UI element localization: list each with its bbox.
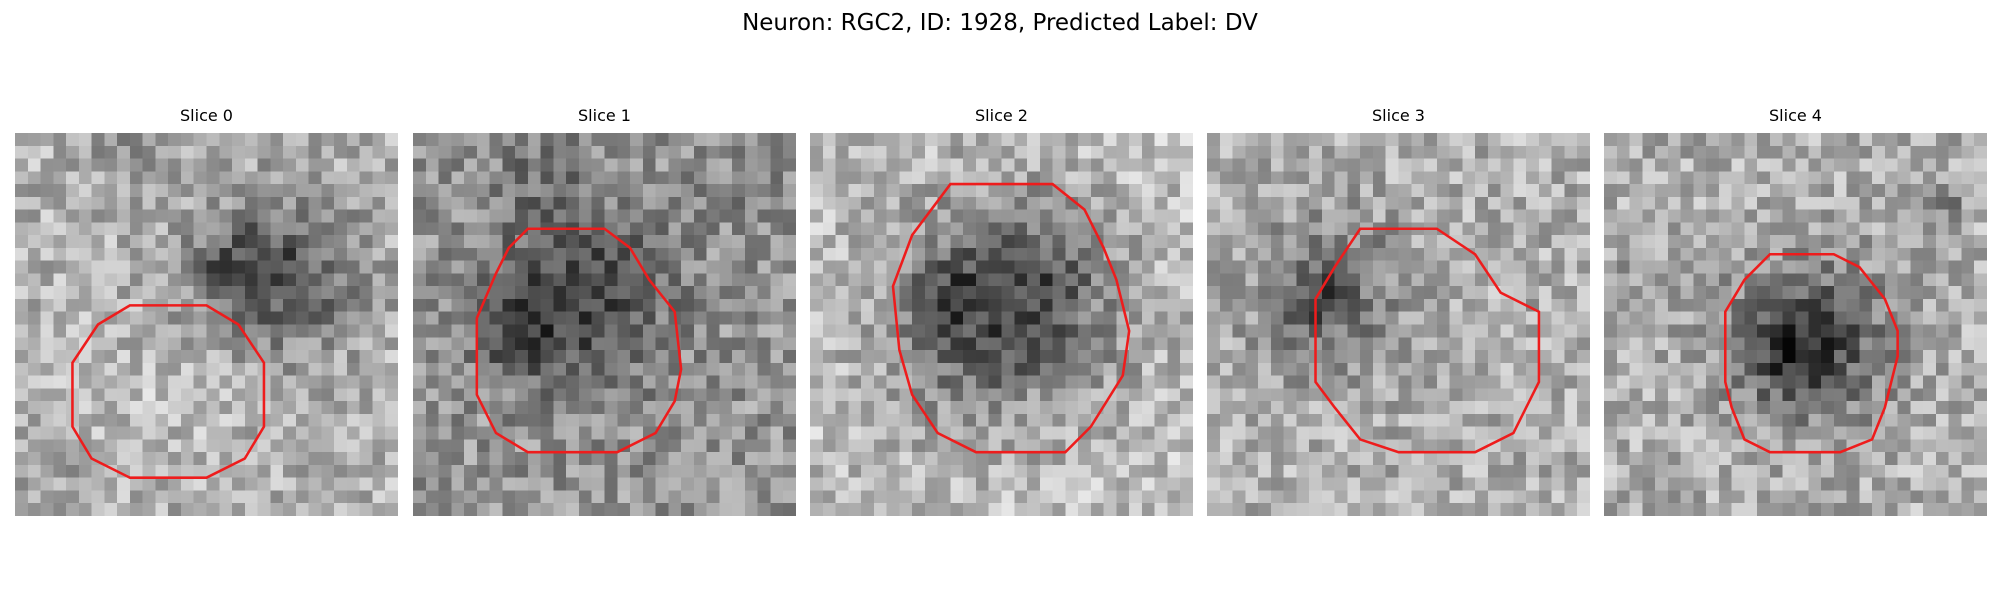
figure-title: Neuron: RGC2, ID: 1928, Predicted Label:… [742, 10, 1258, 36]
roi-contour-3 [1314, 227, 1541, 454]
slice-title-4: Slice 4 [1769, 106, 1822, 125]
slice-title-2: Slice 2 [975, 106, 1028, 125]
slice-image-0 [15, 133, 398, 516]
slice-title-1: Slice 1 [578, 106, 631, 125]
roi-contour-0 [71, 304, 266, 479]
slice-image-4 [1604, 133, 1987, 516]
roi-contour-4 [1724, 253, 1899, 454]
slice-title-3: Slice 3 [1372, 106, 1425, 125]
slice-title-0: Slice 0 [180, 106, 233, 125]
roi-contour-1 [475, 227, 683, 454]
slice-image-1 [413, 133, 796, 516]
slice-image-3 [1207, 133, 1590, 516]
roi-contour-2 [891, 182, 1131, 454]
slice-image-2 [810, 133, 1193, 516]
